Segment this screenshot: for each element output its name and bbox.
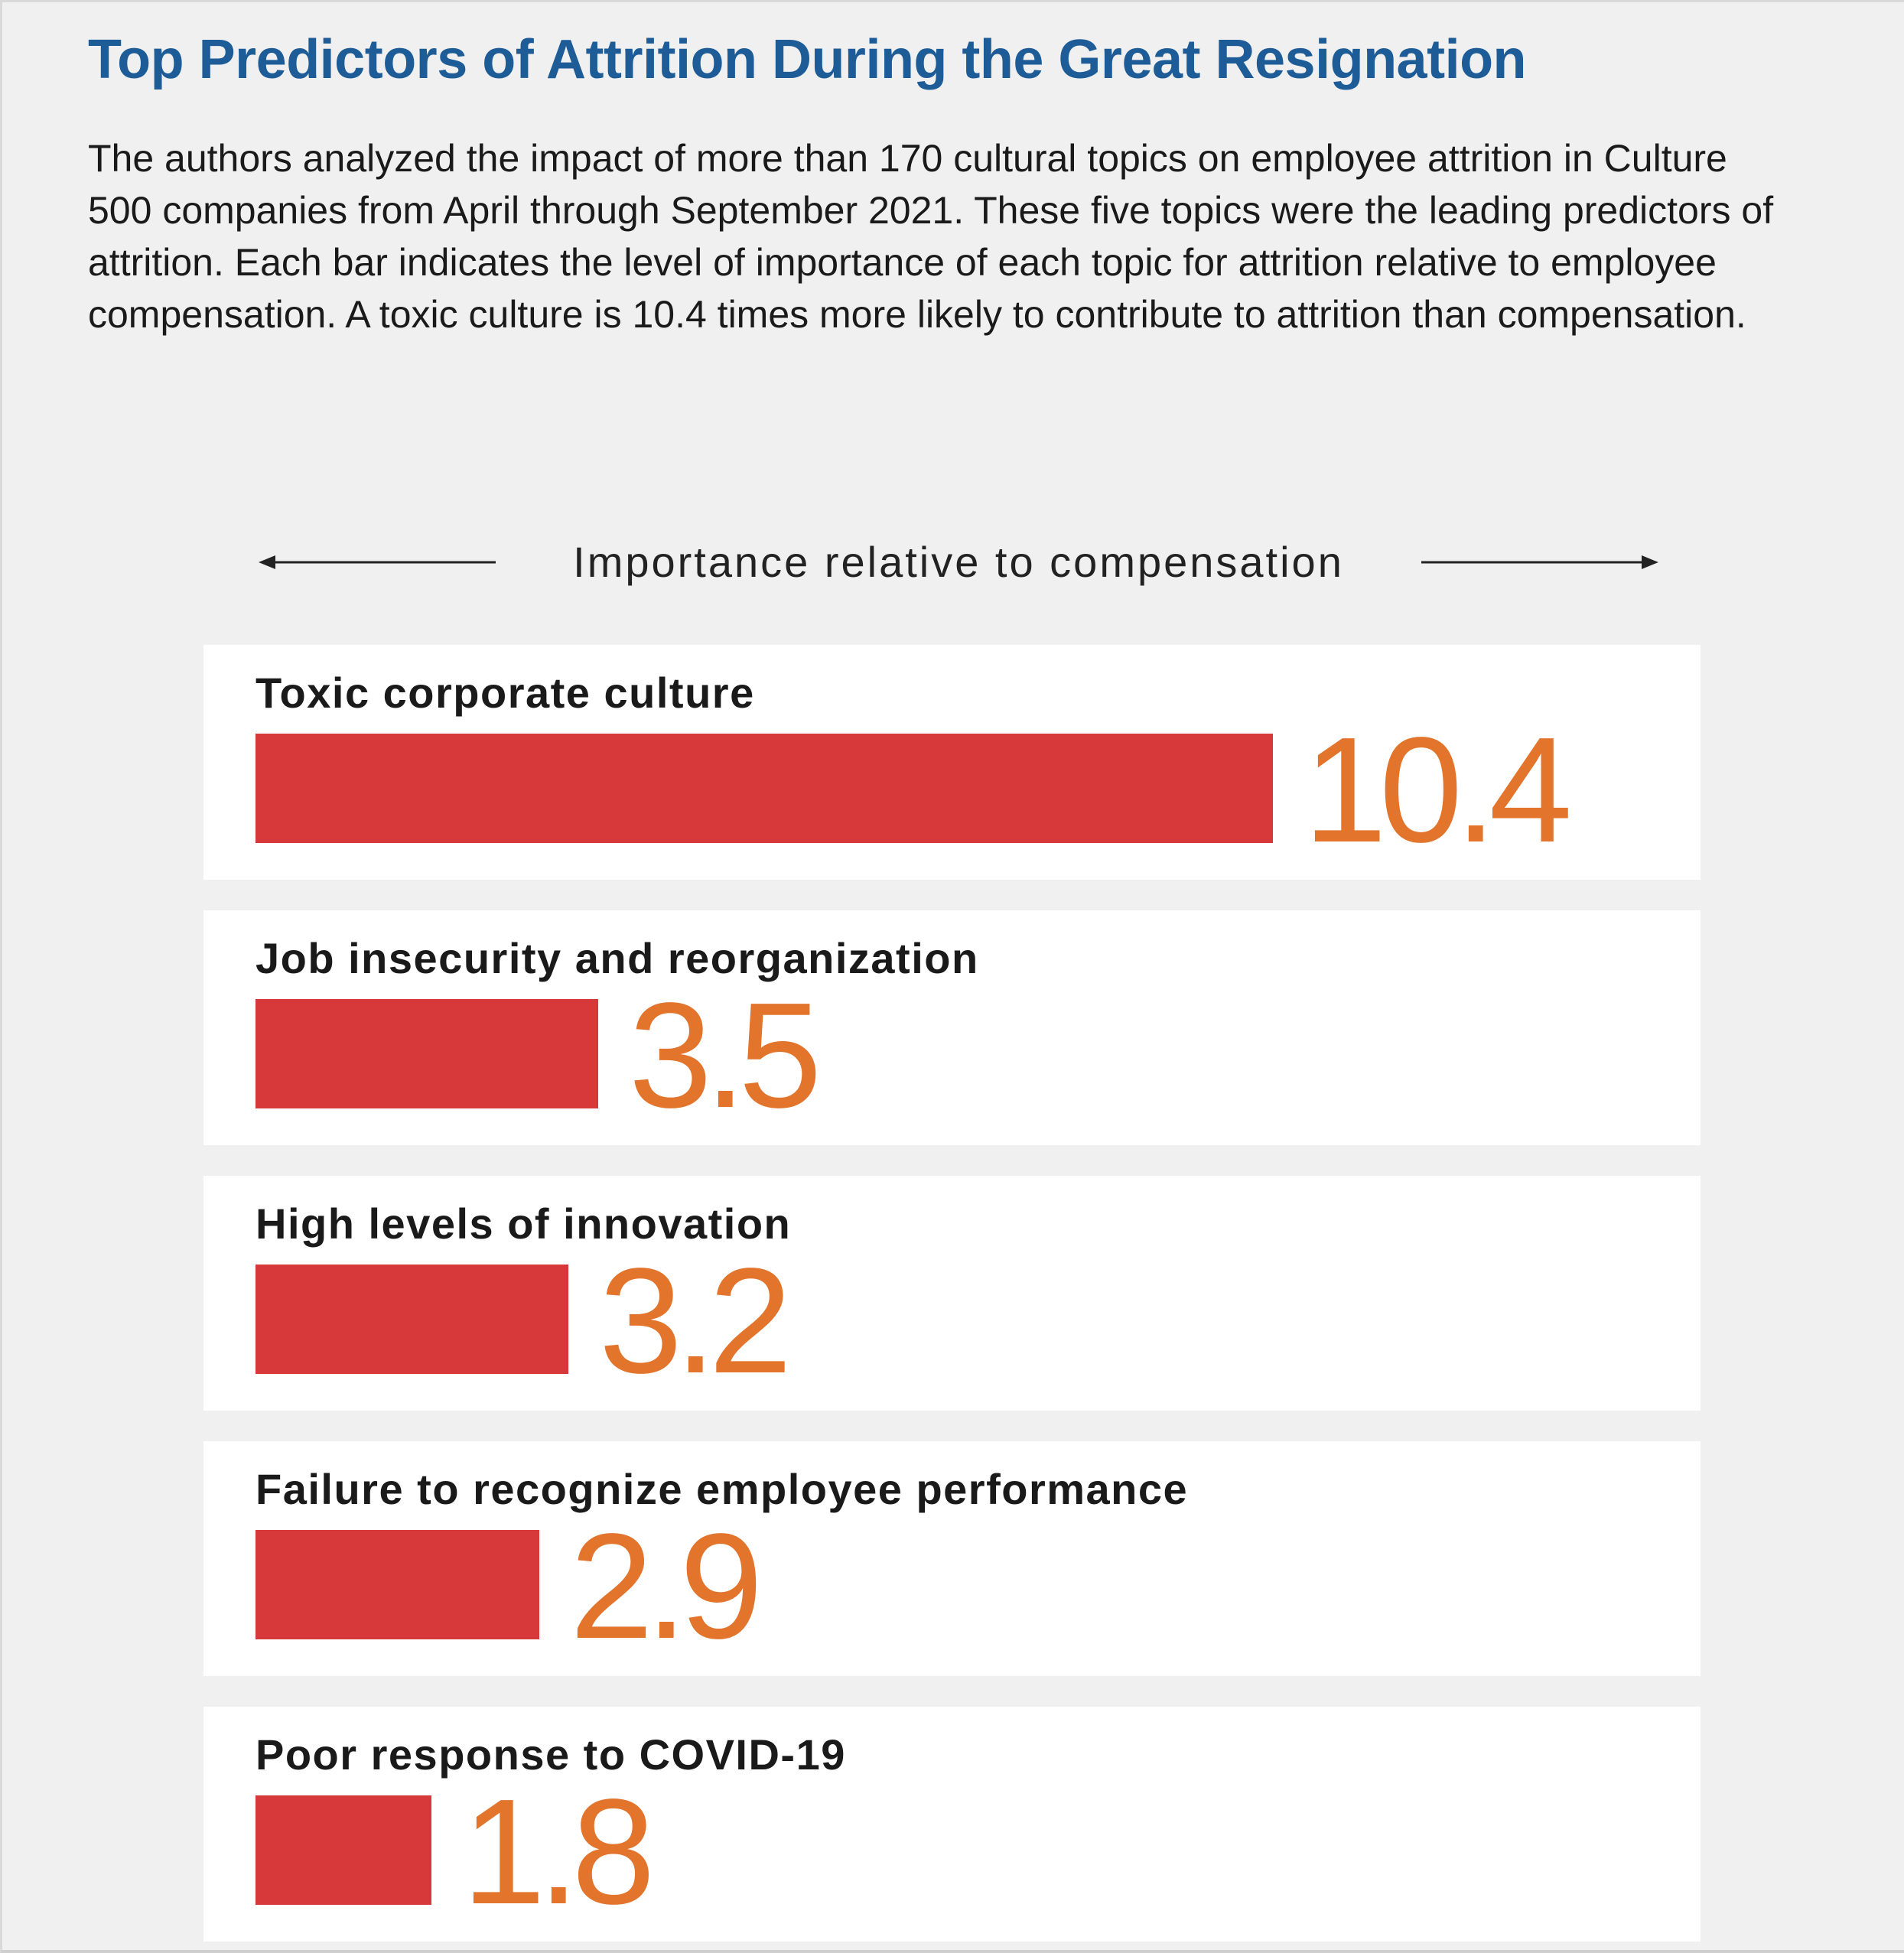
chart-subtitle: The authors analyzed the impact of more … — [88, 137, 1774, 336]
value-label: 1.8 — [462, 1768, 655, 1935]
category-label: Toxic corporate culture — [255, 669, 755, 717]
value-label: 3.5 — [629, 972, 822, 1139]
bar-panel: Toxic corporate culture 10.4 — [203, 645, 1701, 880]
left-arrow-icon — [259, 555, 496, 569]
bar — [255, 1265, 568, 1374]
axis-header: Importance relative to compensation — [259, 532, 1658, 593]
bar-panel: Poor response to COVID-19 1.8 — [203, 1707, 1701, 1942]
right-arrow-icon — [1421, 555, 1658, 569]
category-label: Failure to recognize employee performanc… — [255, 1465, 1189, 1513]
category-label: Poor response to COVID-19 — [255, 1730, 846, 1779]
bar — [255, 734, 1273, 843]
bar — [255, 1795, 431, 1905]
bar-panel: High levels of innovation 3.2 — [203, 1176, 1701, 1411]
bar-panel: Job insecurity and reorganization 3.5 — [203, 910, 1701, 1145]
value-label: 3.2 — [599, 1237, 792, 1405]
value-label: 10.4 — [1304, 706, 1572, 874]
value-label: 2.9 — [570, 1502, 763, 1670]
x-axis-label: Importance relative to compensation — [573, 538, 1344, 586]
chart-title: Top Predictors of Attrition During the G… — [88, 29, 1527, 90]
bar-chart: Toxic corporate culture 10.4 Job insecurit… — [203, 645, 1701, 1942]
bar — [255, 999, 598, 1108]
category-label: High levels of innovation — [255, 1199, 792, 1248]
bar — [255, 1530, 539, 1639]
category-label: Job insecurity and reorganization — [255, 934, 979, 982]
bar-panel: Failure to recognize employee performanc… — [203, 1441, 1701, 1676]
